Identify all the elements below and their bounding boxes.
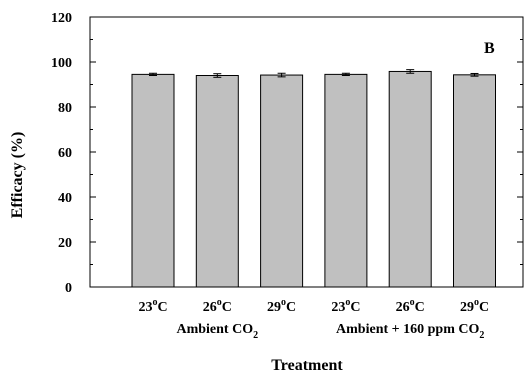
x-tick-label: 29oC — [267, 297, 296, 315]
bar — [260, 74, 304, 288]
x-tick-label: 26oC — [203, 297, 232, 315]
y-tick-label: 40 — [58, 191, 72, 206]
bar — [324, 73, 368, 288]
panel-label: B — [484, 40, 495, 57]
x-tick-label: 23oC — [331, 297, 360, 315]
plot-area — [89, 16, 524, 288]
x-tick-label: 29oC — [460, 297, 489, 315]
y-axis: 0 20 40 60 80 100 120 — [51, 11, 523, 296]
y-tick-label: 60 — [58, 146, 72, 161]
y-tick-label: 120 — [51, 11, 72, 26]
bar — [453, 74, 496, 288]
y-tick-label: 100 — [51, 56, 72, 71]
bar — [131, 73, 175, 288]
y-tick-label: 80 — [58, 101, 72, 116]
group-label: Ambient CO2 — [176, 322, 258, 341]
bar — [388, 70, 432, 288]
group-label: Ambient + 160 ppm CO2 — [336, 322, 484, 341]
x-tick-label: 23oC — [138, 297, 167, 315]
x-axis-title: Treatment — [271, 357, 343, 374]
x-axis: 23oC 26oC 29oC 23oC 26oC 29oC Ambient CO2 Ambie… — [138, 297, 489, 341]
y-tick-label: 0 — [65, 281, 72, 296]
bar — [195, 75, 239, 288]
y-tick-label: 20 — [58, 236, 72, 251]
x-tick-label: 26oC — [396, 297, 425, 315]
y-axis-title: Efficacy (%) — [9, 132, 26, 219]
